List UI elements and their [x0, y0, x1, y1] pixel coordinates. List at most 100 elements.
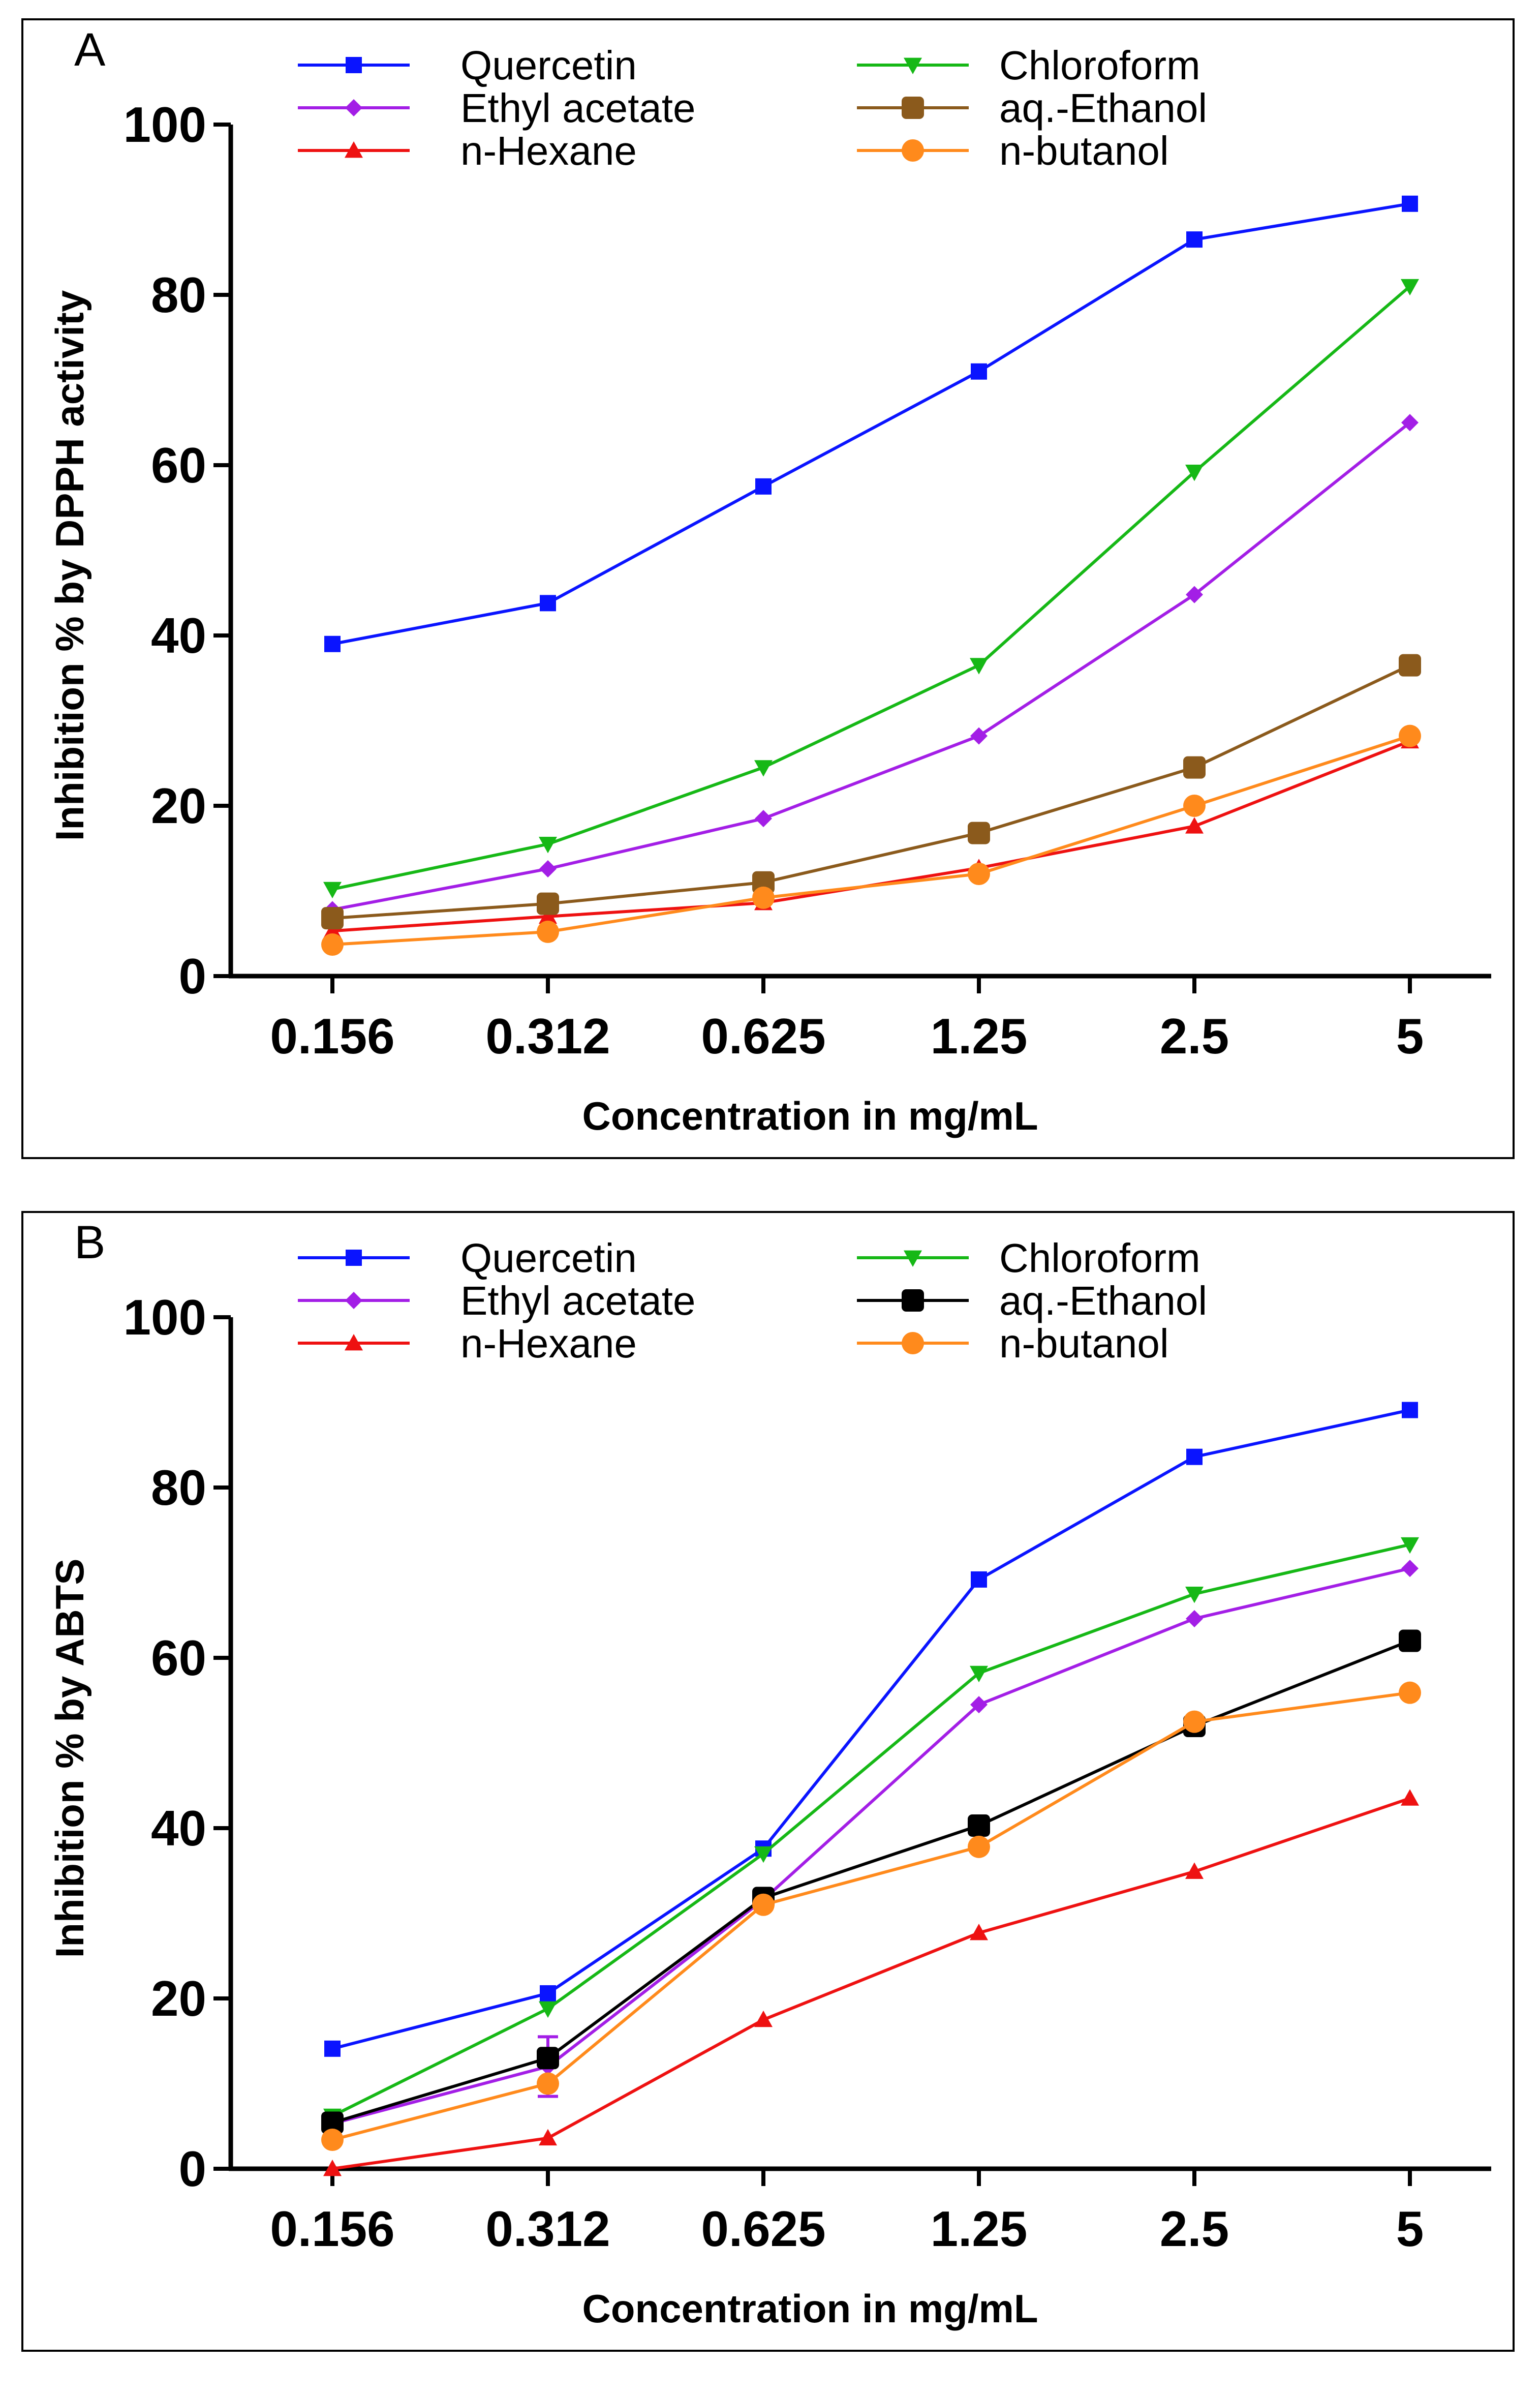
legend-label: Quercetin: [460, 1235, 637, 1281]
data-point: [1185, 817, 1204, 834]
legend-label: Ethyl acetate: [460, 1278, 696, 1323]
legend-item-quercetin: Quercetin: [298, 43, 637, 88]
x-tick-label: 1.25: [931, 2201, 1028, 2257]
data-point: [321, 2111, 344, 2134]
data-point: [539, 836, 557, 854]
data-point: [968, 1814, 990, 1837]
x-tick-label: 5: [1396, 2201, 1424, 2257]
x-tick-label: 0.156: [270, 1008, 394, 1064]
data-point: [324, 2040, 341, 2057]
data-point: [1402, 195, 1418, 212]
y-axis-title: Inhibition % by ABTS: [47, 1559, 92, 1958]
data-point: [323, 2160, 342, 2176]
data-point: [1186, 1610, 1203, 1627]
legend-item-chloroform: Chloroform: [857, 1235, 1200, 1281]
legend-item-n-hexane: n-Hexane: [298, 128, 637, 173]
x-tick-label: 0.312: [485, 1008, 610, 1064]
series-quercetin: [324, 195, 1418, 652]
legend-marker: [904, 57, 922, 74]
series-line: [332, 421, 1411, 912]
legend-label: Chloroform: [999, 1235, 1200, 1281]
data-point: [539, 2001, 557, 2018]
data-point: [752, 886, 775, 909]
y-tick-label: 20: [151, 1970, 206, 2026]
data-point: [971, 363, 987, 380]
x-tick-label: 2.5: [1160, 2201, 1229, 2257]
y-axis-title: Inhibition % by DPPH activity: [47, 290, 92, 841]
series-line: [332, 739, 1411, 933]
legend-item-quercetin: Quercetin: [298, 1235, 637, 1281]
data-point: [1183, 795, 1206, 817]
series-line: [332, 1408, 1410, 2050]
legend-label: Ethyl acetate: [460, 85, 696, 131]
data-point: [970, 727, 988, 745]
legend-marker: [346, 1250, 362, 1266]
legend-item-n-butanol: n-butanol: [857, 1321, 1169, 1366]
legend-item-ethyl-acetate: Ethyl acetate: [298, 1278, 696, 1323]
data-point: [1399, 1681, 1421, 1704]
series-line: [332, 1797, 1410, 2170]
series-chloroform: [323, 279, 1419, 899]
data-point: [539, 907, 557, 924]
data-point: [752, 871, 775, 894]
data-point: [968, 863, 990, 885]
data-point: [970, 1665, 988, 1683]
data-point: [1185, 465, 1204, 481]
series-quercetin: [324, 1402, 1418, 2057]
data-point: [323, 882, 342, 899]
panel-a: A 0 20 40 60 80 100 0.156 0.312 0.625 1.25 2.5 5 Con…: [21, 18, 1515, 1159]
legend-marker: [902, 139, 924, 162]
x-tick-label: 2.5: [1160, 1008, 1229, 1064]
legend-label: n-butanol: [999, 128, 1169, 173]
data-point: [971, 1571, 987, 1588]
data-point: [755, 810, 772, 828]
y-tick-label: 0: [178, 948, 206, 1004]
data-point: [1399, 1629, 1421, 1652]
legend-item-ethyl-acetate: Ethyl acetate: [298, 85, 696, 131]
x-tick-label: 0.312: [485, 2201, 610, 2257]
y-tick-label: 40: [151, 1800, 206, 1856]
data-point: [752, 1893, 775, 1916]
x-axis-title: Concentration in mg/mL: [582, 2286, 1038, 2331]
series-n-hexane: [323, 1789, 1419, 2176]
legend-marker: [346, 57, 362, 73]
data-point: [1401, 1789, 1419, 1806]
data-point: [539, 860, 557, 877]
y-tick-label: 60: [151, 1630, 206, 1686]
series-line: [332, 1567, 1410, 2126]
data-point: [1186, 231, 1203, 248]
data-point: [537, 2072, 559, 2095]
data-point: [970, 1696, 988, 1714]
data-point: [537, 2047, 559, 2070]
x-tick-label: 0.156: [270, 2201, 394, 2257]
data-point: [754, 1846, 773, 1863]
series-chloroform: [323, 1537, 1419, 2126]
series-line: [332, 285, 1411, 891]
data-point: [968, 822, 990, 844]
legend-marker: [345, 1292, 362, 1309]
x-tick-label: 1.25: [931, 1008, 1028, 1064]
data-point: [968, 1835, 990, 1858]
y-tick-label: 80: [151, 1460, 206, 1515]
data-point: [755, 478, 772, 495]
series-line: [332, 1691, 1410, 2141]
abts-chart: 0 20 40 60 80 100 0.156 0.312 0.625 1.25 2.5 5 Conce…: [47, 1235, 1491, 2331]
data-point: [754, 760, 773, 777]
series-aq-ethanol: [321, 1629, 1421, 2134]
data-point: [1402, 1402, 1418, 1418]
data-point: [1399, 724, 1421, 747]
legend-item-n-hexane: n-Hexane: [298, 1321, 637, 1366]
data-point: [537, 920, 559, 943]
series-line: [332, 663, 1411, 920]
data-point: [754, 2010, 773, 2027]
series-line: [332, 202, 1410, 646]
data-point: [1401, 414, 1419, 432]
legend-item-aq-ethanol: aq.-Ethanol: [857, 1278, 1207, 1323]
x-tick-label: 5: [1396, 1008, 1424, 1064]
data-point: [321, 907, 344, 930]
legend-item-chloroform: Chloroform: [857, 43, 1200, 88]
data-point: [1186, 586, 1203, 603]
y-tick-label: 60: [151, 437, 206, 493]
